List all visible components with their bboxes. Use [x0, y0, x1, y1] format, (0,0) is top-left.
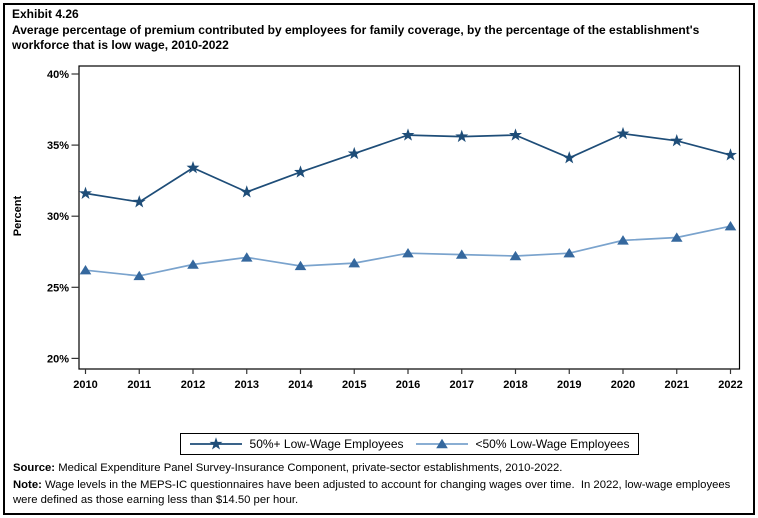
title-block: Exhibit 4.26 Average percentage of premi…: [12, 7, 714, 53]
note-label: Note:: [13, 479, 42, 491]
triangle-series-glyph-icon: [415, 438, 468, 449]
x-tick-label: 2016: [396, 379, 420, 391]
legend-item-50plus-low-wage: 50%+ Low-Wage Employees: [189, 437, 404, 451]
star-marker: [186, 161, 200, 174]
legend-label: <50% Low-Wage Employees: [475, 437, 630, 451]
y-axis-title: Percent: [12, 195, 24, 236]
source-note: Source: Medical Expenditure Panel Survey…: [13, 461, 733, 476]
x-tick-label: 2011: [127, 379, 151, 391]
x-tick-label: 2013: [235, 379, 259, 391]
star-marker: [562, 151, 576, 164]
legend-item-under50-low-wage: <50% Low-Wage Employees: [415, 437, 630, 451]
line-chart-canvas: 20% 25% 30% 35% 40% 2010 2011 2012 2013 2014 2015 2…: [12, 65, 743, 391]
triangle-marker: [79, 265, 92, 275]
star-marker: [616, 126, 630, 140]
x-tick-label: 2017: [450, 379, 474, 391]
exhibit-number: Exhibit 4.26: [12, 7, 79, 21]
star-marker: [79, 186, 92, 199]
triangle-marker: [348, 257, 361, 268]
triangle-marker: [402, 247, 414, 258]
figure-frame: [3, 3, 755, 515]
triangle-marker: [563, 247, 576, 258]
x-tick-label: 2022: [718, 379, 742, 391]
star-marker: [670, 134, 684, 147]
star-marker: [509, 128, 522, 141]
note-text: Wage levels in the MEPS-IC questionnaire…: [13, 479, 734, 506]
triangle-marker: [294, 260, 307, 271]
x-tick-label: 2014: [288, 379, 313, 391]
star-marker: [294, 165, 307, 178]
plot-border: [78, 65, 741, 370]
legend-box: 50%+ Low-Wage Employees <50% Low-Wage Em…: [179, 433, 640, 455]
x-tick-label: 2020: [611, 379, 635, 391]
star-marker: [347, 146, 361, 160]
star-marker: [724, 148, 737, 161]
x-tick-label: 2021: [665, 379, 689, 391]
y-tick-label: 30%: [47, 211, 69, 223]
star-marker: [455, 129, 469, 143]
triangle-marker: [187, 259, 199, 269]
x-tick-label: 2015: [342, 379, 366, 391]
source-label: Source:: [13, 462, 56, 474]
x-tick-label: 2019: [557, 379, 581, 391]
triangle-marker: [670, 232, 683, 242]
triangle-marker: [724, 220, 737, 231]
x-tick-label: 2018: [503, 379, 527, 391]
y-tick-label: 25%: [47, 282, 69, 294]
triangle-marker: [455, 249, 468, 259]
y-tick-label: 35%: [47, 140, 69, 152]
chart-legend: 50%+ Low-Wage Employees <50% Low-Wage Em…: [79, 433, 740, 455]
legend-triangle-marker: [435, 438, 448, 449]
y-tick-label: 20%: [47, 353, 69, 365]
star-marker: [401, 128, 415, 141]
legend-label: 50%+ Low-Wage Employees: [249, 437, 404, 451]
triangle-marker: [509, 250, 522, 261]
triangle-marker: [133, 270, 146, 281]
triangle-marker: [240, 252, 253, 262]
triangle-marker: [617, 235, 629, 245]
x-tick-label: 2010: [73, 379, 97, 391]
star-marker: [132, 195, 146, 208]
figure-title: Average percentage of premium contribute…: [12, 23, 700, 52]
star-marker: [240, 185, 254, 198]
series-line-0: [85, 132, 731, 203]
legend-star-marker: [209, 437, 223, 450]
source-text: Medical Expenditure Panel Survey-Insuran…: [55, 462, 563, 474]
y-tick-label: 40%: [47, 69, 69, 81]
x-tick-label: 2012: [181, 379, 205, 391]
star-series-glyph-icon: [189, 437, 242, 450]
footnotes: Source: Medical Expenditure Panel Survey…: [13, 461, 733, 510]
methods-note: Note: Wage levels in the MEPS-IC questio…: [13, 478, 733, 508]
